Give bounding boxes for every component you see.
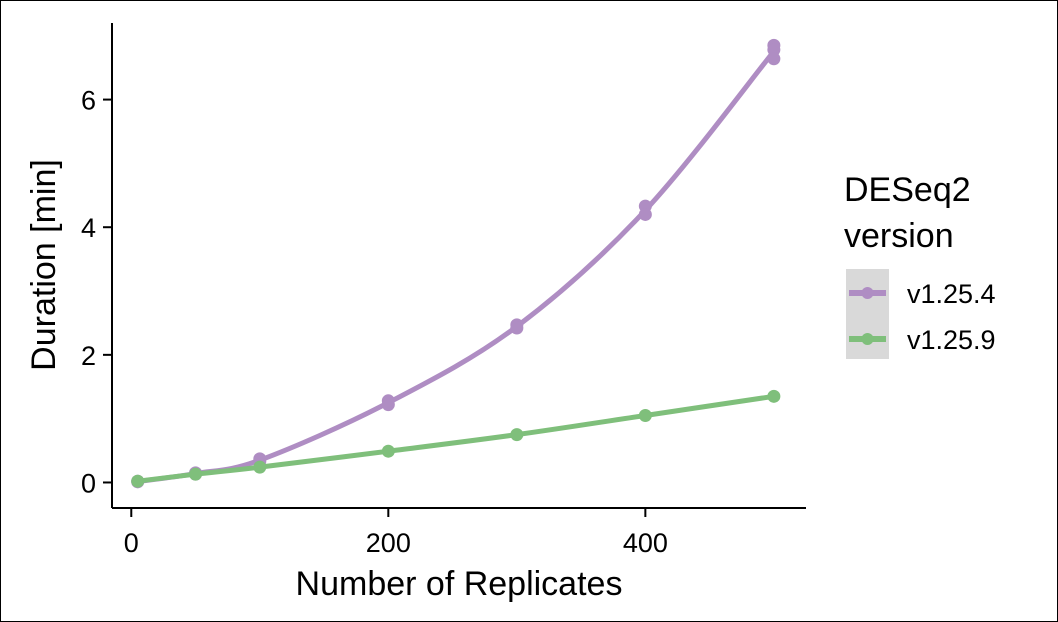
data-point bbox=[767, 43, 781, 57]
data-point bbox=[510, 321, 524, 335]
legend-label-v1-25-4: v1.25.4 bbox=[907, 279, 996, 309]
legend-key-point-v1-25-4 bbox=[861, 287, 874, 299]
legend-key-background bbox=[846, 269, 889, 359]
series-line-v1-25-9 bbox=[135, 393, 777, 484]
x-tick-label-0: 0 bbox=[124, 528, 139, 558]
data-point bbox=[381, 444, 395, 458]
y-tick-label-4: 4 bbox=[81, 213, 96, 243]
data-point bbox=[638, 408, 652, 422]
data-point bbox=[253, 460, 267, 474]
data-point bbox=[381, 398, 395, 412]
data-point bbox=[189, 467, 203, 481]
y-tick-label-6: 6 bbox=[81, 86, 96, 116]
ticks-layer: 0 200 400 0 2 4 6 bbox=[81, 86, 668, 558]
data-point bbox=[767, 52, 781, 66]
data-point bbox=[767, 389, 781, 403]
y-tick-label-0: 0 bbox=[81, 468, 96, 498]
series-v1-25-4 bbox=[131, 38, 781, 489]
data-point bbox=[510, 428, 524, 442]
series-line-v1-25-4 bbox=[135, 48, 777, 485]
legend: DESeq2 version v1.25.4 v1.25.9 bbox=[844, 171, 996, 359]
data-point bbox=[131, 474, 145, 488]
y-axis-title: Duration [min] bbox=[25, 159, 63, 371]
legend-title-line-2: version bbox=[844, 217, 954, 255]
series-v1-25-9 bbox=[131, 389, 781, 488]
legend-label-v1-25-9: v1.25.9 bbox=[907, 325, 996, 355]
y-tick-label-2: 2 bbox=[81, 341, 96, 371]
data-point bbox=[638, 207, 652, 221]
legend-key-point-v1-25-9 bbox=[861, 333, 874, 345]
x-tick-label-200: 200 bbox=[366, 528, 411, 558]
x-tick-label-400: 400 bbox=[623, 528, 668, 558]
series-layer bbox=[131, 38, 781, 489]
x-axis-title: Number of Replicates bbox=[296, 565, 623, 603]
legend-title-line-1: DESeq2 bbox=[844, 171, 971, 209]
